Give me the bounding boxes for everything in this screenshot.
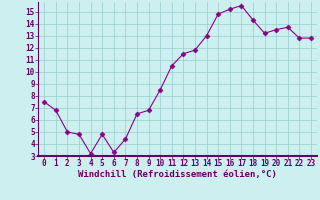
X-axis label: Windchill (Refroidissement éolien,°C): Windchill (Refroidissement éolien,°C) [78, 170, 277, 179]
